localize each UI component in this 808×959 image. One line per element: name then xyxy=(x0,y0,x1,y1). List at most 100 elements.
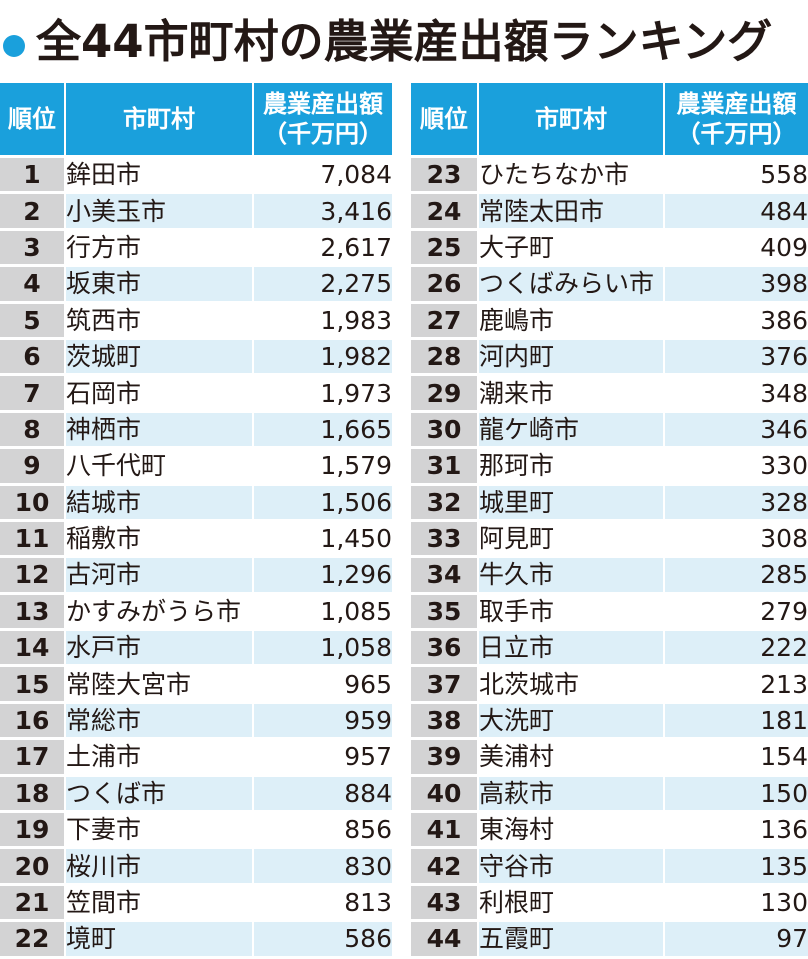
table-row: 41 東海村 136 xyxy=(411,813,808,847)
amount-cell: 959 xyxy=(254,703,392,738)
amount-cell: 130 xyxy=(665,885,808,920)
city-cell: 北茨城市 xyxy=(479,667,665,701)
city-cell: 下妻市 xyxy=(66,813,254,847)
amount-cell: 1,506 xyxy=(254,485,392,519)
table-header-row: 順位 市町村 農業産出額 （千万円） xyxy=(411,83,808,155)
city-cell: 鹿嶋市 xyxy=(479,303,665,337)
amount-cell: 1,085 xyxy=(254,594,392,629)
table-row: 19 下妻市 856 xyxy=(0,813,392,847)
table-header-row: 順位 市町村 農業産出額 （千万円） xyxy=(0,83,392,155)
rank-cell: 11 xyxy=(0,521,66,556)
city-cell: 石岡市 xyxy=(66,376,254,410)
ranking-table-right: 順位 市町村 農業産出額 （千万円） 23 ひたちなか市 558 24 常陸太田市 484… xyxy=(411,80,808,959)
header-rank: 順位 xyxy=(411,83,479,155)
rank-cell: 16 xyxy=(0,703,66,738)
city-cell: 大子町 xyxy=(479,230,665,265)
table-row: 22 境町 586 xyxy=(0,922,392,956)
header-amount-line1: 農業産出額 xyxy=(676,90,797,118)
table-row: 34 牛久市 285 xyxy=(411,558,808,592)
header-city: 市町村 xyxy=(66,83,254,155)
city-cell: 鉾田市 xyxy=(66,158,254,192)
header-amount-line2: （千万円） xyxy=(676,120,797,148)
header-amount: 農業産出額 （千万円） xyxy=(665,83,808,155)
city-cell: 美浦村 xyxy=(479,740,665,774)
rank-cell: 40 xyxy=(411,776,479,811)
table-row: 20 桜川市 830 xyxy=(0,849,392,883)
table-row: 21 笠間市 813 xyxy=(0,885,392,920)
amount-cell: 558 xyxy=(665,158,808,192)
table-row: 43 利根町 130 xyxy=(411,885,808,920)
amount-cell: 97 xyxy=(665,922,808,956)
amount-cell: 154 xyxy=(665,740,808,774)
rank-cell: 8 xyxy=(0,412,66,447)
city-cell: 利根町 xyxy=(479,885,665,920)
table-row: 36 日立市 222 xyxy=(411,631,808,665)
rank-cell: 7 xyxy=(0,376,66,410)
city-cell: 結城市 xyxy=(66,485,254,519)
rank-cell: 23 xyxy=(411,158,479,192)
city-cell: 桜川市 xyxy=(66,849,254,883)
city-cell: 高萩市 xyxy=(479,776,665,811)
amount-cell: 308 xyxy=(665,521,808,556)
rank-cell: 25 xyxy=(411,230,479,265)
city-cell: 龍ケ崎市 xyxy=(479,412,665,447)
rank-cell: 22 xyxy=(0,922,66,956)
city-cell: 河内町 xyxy=(479,339,665,374)
ranking-rows-left: 1 鉾田市 7,084 2 小美玉市 3,416 3 行方市 2,617 4 坂東市 2,275 5 筑西… xyxy=(0,158,392,956)
rank-cell: 36 xyxy=(411,631,479,665)
city-cell: 五霞町 xyxy=(479,922,665,956)
rank-cell: 9 xyxy=(0,449,66,483)
rank-cell: 32 xyxy=(411,485,479,519)
rank-cell: 21 xyxy=(0,885,66,920)
city-cell: 東海村 xyxy=(479,813,665,847)
ranking-rows-right: 23 ひたちなか市 558 24 常陸太田市 484 25 大子町 409 26 つくばみらい市 39… xyxy=(411,158,808,956)
table-row: 18 つくば市 884 xyxy=(0,776,392,811)
table-row: 9 八千代町 1,579 xyxy=(0,449,392,483)
table-row: 33 阿見町 308 xyxy=(411,521,808,556)
rank-cell: 33 xyxy=(411,521,479,556)
table-row: 12 古河市 1,296 xyxy=(0,558,392,592)
amount-cell: 1,296 xyxy=(254,558,392,592)
rank-cell: 28 xyxy=(411,339,479,374)
table-row: 8 神栖市 1,665 xyxy=(0,412,392,447)
header-amount-line2: （千万円） xyxy=(263,120,383,148)
rank-cell: 17 xyxy=(0,740,66,774)
rank-cell: 18 xyxy=(0,776,66,811)
city-cell: 潮来市 xyxy=(479,376,665,410)
rank-cell: 38 xyxy=(411,703,479,738)
city-cell: 稲敷市 xyxy=(66,521,254,556)
rank-cell: 41 xyxy=(411,813,479,847)
city-cell: 日立市 xyxy=(479,631,665,665)
city-cell: 取手市 xyxy=(479,594,665,629)
city-cell: 小美玉市 xyxy=(66,194,254,228)
amount-cell: 1,579 xyxy=(254,449,392,483)
amount-cell: 957 xyxy=(254,740,392,774)
page-title: 全44市町村の農業産出額ランキング xyxy=(36,15,773,68)
table-row: 38 大洗町 181 xyxy=(411,703,808,738)
rank-cell: 20 xyxy=(0,849,66,883)
amount-cell: 884 xyxy=(254,776,392,811)
city-cell: つくばみらい市 xyxy=(479,267,665,301)
table-row: 25 大子町 409 xyxy=(411,230,808,265)
amount-cell: 213 xyxy=(665,667,808,701)
amount-cell: 1,450 xyxy=(254,521,392,556)
rank-cell: 42 xyxy=(411,849,479,883)
city-cell: 那珂市 xyxy=(479,449,665,483)
amount-cell: 2,275 xyxy=(254,267,392,301)
city-cell: 土浦市 xyxy=(66,740,254,774)
city-cell: 阿見町 xyxy=(479,521,665,556)
rank-cell: 24 xyxy=(411,194,479,228)
rank-cell: 29 xyxy=(411,376,479,410)
rank-cell: 34 xyxy=(411,558,479,592)
rank-cell: 44 xyxy=(411,922,479,956)
table-row: 2 小美玉市 3,416 xyxy=(0,194,392,228)
rank-cell: 14 xyxy=(0,631,66,665)
table-row: 26 つくばみらい市 398 xyxy=(411,267,808,301)
amount-cell: 1,983 xyxy=(254,303,392,337)
city-cell: 常陸太田市 xyxy=(479,194,665,228)
table-row: 29 潮来市 348 xyxy=(411,376,808,410)
table-row: 27 鹿嶋市 386 xyxy=(411,303,808,337)
rank-cell: 19 xyxy=(0,813,66,847)
table-row: 37 北茨城市 213 xyxy=(411,667,808,701)
rank-cell: 26 xyxy=(411,267,479,301)
